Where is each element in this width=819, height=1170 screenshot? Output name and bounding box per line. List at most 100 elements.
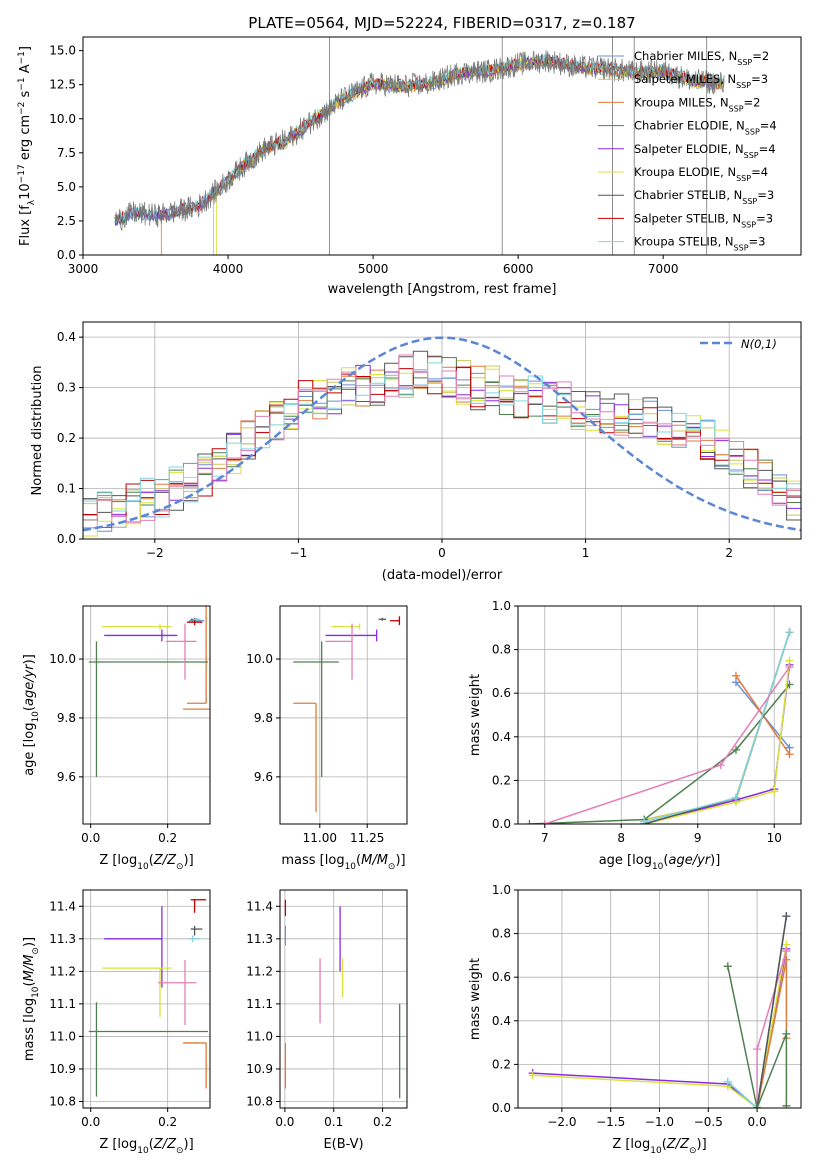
weight-marker: [540, 820, 549, 824]
weight-line-chabrier_stelib: [643, 631, 791, 824]
x-tick-label: 2: [725, 546, 733, 560]
age_vs_mass-xlabel-part: ⊙: [388, 862, 396, 872]
age_vs_mass-xlabel: mass [log10(M/M⊙)]: [281, 853, 405, 872]
data-layer: [88, 899, 209, 1097]
errorbar-point: [389, 616, 401, 626]
legend-label-sub: SSP: [744, 150, 759, 159]
y-tick-label: 0.4: [57, 330, 76, 344]
weight-marker: [525, 820, 534, 824]
legend-label-sub: SSP: [742, 197, 757, 206]
weight-line-kroupa_elodie: [532, 944, 788, 1108]
y-tick-label: 0.0: [57, 248, 76, 262]
mass_vs_Z-ylabel-part: ⊙: [31, 947, 41, 955]
legend-label-sub: SSP: [736, 81, 751, 90]
weight-marker: [770, 787, 779, 796]
age_vs_Z-xlabel-part: ⊙: [176, 862, 184, 872]
legend-label-eq: =3: [757, 188, 774, 202]
legend-label-text: Salpeter MILES, N: [634, 72, 736, 86]
weight-marker: [716, 761, 725, 770]
legend-label-text: Salpeter STELIB, N: [634, 211, 741, 225]
legend-label: Salpeter MILES, NSSP=3: [634, 72, 768, 90]
data-layer: [293, 616, 401, 813]
plot-age_vs_mass: 11.00 11.25 9.6 9.8 10.0: [246, 605, 408, 845]
y-tick-label: 10.0: [246, 652, 273, 666]
axes-frame: [82, 889, 211, 1109]
x-tick-label: 5000: [358, 262, 389, 276]
legend-label-eq: =3: [751, 72, 768, 86]
y-tick-label: 0.2: [492, 773, 511, 787]
legend-label-sub: SSP: [745, 127, 760, 136]
age_vs_mass-xlabel-part: mass [log: [281, 853, 344, 868]
legend-label-eq: =2: [752, 49, 769, 63]
errorbar-point: [188, 935, 201, 943]
histogram-pink: [83, 354, 801, 523]
age_vs_Z-xlabel-part: Z/Z: [153, 853, 177, 868]
legend-label: Chabrier STELIB, NSSP=3: [634, 188, 774, 206]
mass_vs_Z-xlabel-part: 10: [137, 1146, 149, 1156]
x-tick-label: 0.2: [158, 831, 177, 845]
age_vs_mass-xlabel-part: (: [356, 853, 361, 868]
x-tick-label: 0: [438, 546, 446, 560]
spectrum-ylabel-part: Flux [f: [18, 205, 33, 246]
histogram-salpeter_stelib: [83, 366, 801, 517]
x-tick-label: 10: [767, 831, 782, 845]
age_vs_Z-xlabel-part: )]: [184, 853, 194, 868]
mass_vs_Z-xlabel-part: Z/Z: [153, 1137, 177, 1152]
age_vs_Z-ylabel-part: 10: [31, 711, 41, 723]
y-tick-label: 0.4: [492, 730, 511, 744]
y-tick-label: 10.8: [246, 1094, 273, 1108]
y-tick-label: 0.2: [57, 431, 76, 445]
axes-frame: [279, 889, 408, 1109]
plot-weight_vs_Z: −2.0 −1.5 −1.0 −0.5 0.0 0.0 0.2 0.4 0.6 0.8 1.0: [492, 883, 802, 1129]
x-tick-label: 11.00: [303, 831, 337, 845]
y-tick-label: 9.8: [57, 711, 76, 725]
plot-age_vs_Z: 0.0 0.2 9.6 9.8 10.0: [49, 605, 211, 845]
age_vs_Z-ylabel-part: (: [22, 706, 37, 711]
x-tick-label: 7: [541, 831, 549, 845]
y-tick-label: 10.0: [49, 652, 76, 666]
x-tick-label: 9: [694, 831, 702, 845]
x-tick-label: −2: [146, 546, 164, 560]
legend-label-sub: SSP: [734, 243, 749, 252]
x-tick-label: 0.2: [158, 1115, 177, 1129]
x-tick-label: 7000: [648, 262, 679, 276]
axes-frame: [279, 605, 408, 825]
errorbar-point: [102, 623, 172, 630]
y-tick-label: 11.1: [49, 997, 76, 1011]
age_vs_Z-xlabel-part: (: [149, 853, 154, 868]
errorbar-point: [102, 967, 172, 1017]
errorbar-point: [158, 959, 197, 1026]
plot-residuals: −2 −1 0 1 2 0.0 0.1 0.2 0.3 0.4: [57, 321, 802, 560]
data-layer: [284, 899, 401, 1099]
spectrum-ylabel-part: −2: [17, 102, 27, 115]
legend-label-sub: SSP: [737, 58, 752, 67]
histogram-kroupa_stelib: [83, 362, 801, 518]
figure-title: PLATE=0564, MJD=52224, FIBERID=0317, z=0…: [248, 14, 635, 32]
y-tick-label: 0.1: [57, 482, 76, 496]
y-tick-label: 10.0: [49, 112, 76, 126]
y-tick-label: 5.0: [57, 180, 76, 194]
legend-label-text: Salpeter ELODIE, N: [634, 142, 744, 156]
errorbar-point: [325, 629, 378, 642]
x-tick-label: 0.0: [748, 1115, 767, 1129]
weight_vs_Z-xlabel-part: Z [log: [612, 1137, 650, 1152]
weight_vs_Z-xlabel-part: Z/Z: [666, 1137, 690, 1152]
mass_vs_ebv-xlabel: E(B-V): [323, 1137, 363, 1152]
plot-mass_vs_Z: 0.0 0.2 10.8 10.9 11.0 11.1 11.2 11.3 11.4: [49, 889, 211, 1129]
legend-label-text: Chabrier ELODIE, N: [634, 119, 745, 133]
spectrum-ylabel-part: 10: [18, 183, 33, 200]
weight_vs_Z-xlabel: Z [log10(Z/Z⊙)]: [612, 1137, 706, 1156]
y-tick-label: 11.1: [246, 997, 273, 1011]
x-tick-label: −0.5: [694, 1115, 723, 1129]
errorbar-point: [190, 899, 207, 913]
errorbar-point: [190, 925, 203, 936]
weight-marker: [723, 962, 732, 971]
data-layer: [83, 336, 801, 537]
age_vs_Z-xlabel-part: Z [log: [99, 853, 137, 868]
weight-marker: [640, 817, 649, 824]
weight_vs_age-xlabel-part: 10: [652, 862, 664, 872]
y-tick-label: 10.8: [49, 1094, 76, 1108]
y-tick-label: 15.0: [49, 44, 76, 58]
errorbar-point: [104, 906, 163, 988]
